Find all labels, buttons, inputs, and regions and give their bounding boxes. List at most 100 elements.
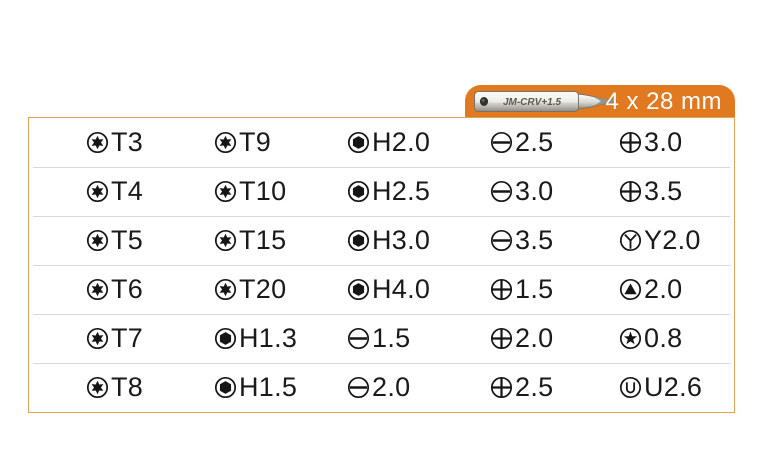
phillips-icon <box>619 180 642 203</box>
bit-size-text: 1.5 <box>515 274 554 304</box>
phillips-tip <box>578 93 618 110</box>
bit-spec-cell: H2.0 <box>311 118 452 167</box>
bit-spec-cell: H1.3 <box>170 314 311 363</box>
bit-spec-cell: H3.0 <box>311 216 452 265</box>
slotted-icon <box>490 131 513 154</box>
table-row: T7 H1.3 1.5 2.0 0.8 <box>29 314 734 363</box>
bit-spec-cell: 3.0 <box>593 118 734 167</box>
bit-size-text: H2.5 <box>372 176 431 206</box>
bit-spec-cell: 1.5 <box>311 314 452 363</box>
bit-size-text: H1.3 <box>239 323 298 353</box>
torx-icon <box>86 229 109 252</box>
bit-size-text: U2.6 <box>644 372 703 402</box>
phillips-icon <box>619 131 642 154</box>
bit-size-text: T20 <box>239 274 287 304</box>
bit-spec-cell: 2.0 <box>452 314 593 363</box>
hex-icon <box>214 376 237 399</box>
bit-spec-cell: H1.5 <box>170 363 311 412</box>
bit-size-text: H4.0 <box>372 274 431 304</box>
table-row: T6 T20 H4.0 1.5 2.0 <box>29 265 734 314</box>
slotted-icon <box>347 327 370 350</box>
bit-spec-cell: 0.8 <box>593 314 734 363</box>
hex-icon <box>347 229 370 252</box>
bit-size-text: 0.8 <box>644 323 683 353</box>
bit-engraving-text: JM-CRV+1.5 <box>503 97 562 108</box>
bit-size-text: 1.5 <box>372 323 411 353</box>
bit-spec-cell: 2.0 <box>593 265 734 314</box>
bit-size-text: T6 <box>111 274 144 304</box>
bit-spec-cell: T8 <box>29 363 170 412</box>
bit-size-text: H2.0 <box>372 127 431 157</box>
bit-size-text: 2.5 <box>515 127 554 157</box>
slotted-icon <box>347 376 370 399</box>
bit-size-text: 3.5 <box>515 225 554 255</box>
bit-size-text: 3.5 <box>644 176 683 206</box>
hex-icon <box>347 131 370 154</box>
bit-size-text: T8 <box>111 372 144 402</box>
phillips-icon <box>490 327 513 350</box>
bit-size-text: T9 <box>239 127 272 157</box>
bit-size-text: T4 <box>111 176 144 206</box>
triwing-y-icon <box>619 229 642 252</box>
bit-spec-cell: H2.5 <box>311 167 452 216</box>
bit-spec-cell: 3.5 <box>452 216 593 265</box>
torx-icon <box>86 278 109 301</box>
bit-size-text: 3.0 <box>644 127 683 157</box>
table-row: T4 T10 H2.5 3.0 3.5 <box>29 167 734 216</box>
bit-size-label: 4 x 28 mm <box>605 87 722 115</box>
torx-icon <box>214 180 237 203</box>
bit-size-text: T10 <box>239 176 287 206</box>
hex-icon <box>347 180 370 203</box>
table-row: T3 T9 H2.0 2.5 3.0 <box>29 118 734 167</box>
hex-icon <box>347 278 370 301</box>
torx-icon <box>86 180 109 203</box>
screwdriver-bit-image: JM-CRV+1.5 <box>474 91 618 112</box>
phillips-icon <box>490 376 513 399</box>
triangle-icon <box>619 278 642 301</box>
bit-size-text: 2.0 <box>372 372 411 402</box>
torx-icon <box>86 131 109 154</box>
u-type-icon <box>619 376 642 399</box>
bit-size-badge: JM-CRV+1.5 4 x 28 mm <box>465 85 735 118</box>
bit-spec-cell: 2.0 <box>311 363 452 412</box>
bit-size-text: H3.0 <box>372 225 431 255</box>
bit-spec-cell: T20 <box>170 265 311 314</box>
bit-size-text: 3.0 <box>515 176 554 206</box>
pentalobe-star-icon <box>619 327 642 350</box>
bit-spec-cell: T9 <box>170 118 311 167</box>
hex-icon <box>214 327 237 350</box>
bit-spec-cell: 2.5 <box>452 363 593 412</box>
bit-size-text: T5 <box>111 225 144 255</box>
bit-size-text: Y2.0 <box>644 225 701 255</box>
slotted-icon <box>490 180 513 203</box>
bit-spec-cell: T15 <box>170 216 311 265</box>
slotted-icon <box>490 229 513 252</box>
bit-size-text: 2.0 <box>644 274 683 304</box>
bit-spec-cell: 2.5 <box>452 118 593 167</box>
bit-spec-cell: T3 <box>29 118 170 167</box>
bit-spec-cell: T5 <box>29 216 170 265</box>
table-row: T8 H1.5 2.0 2.5 U2.6 <box>29 363 734 412</box>
bit-size-text: 2.0 <box>515 323 554 353</box>
bit-spec-table: T3 T9 H2.0 2.5 3.0 T4 <box>28 117 735 413</box>
torx-icon <box>86 327 109 350</box>
bit-size-text: T3 <box>111 127 144 157</box>
bit-spec-cell: T4 <box>29 167 170 216</box>
bit-spec-cell: Y2.0 <box>593 216 734 265</box>
table-row: T5 T15 H3.0 3.5 Y2.0 <box>29 216 734 265</box>
torx-icon <box>214 278 237 301</box>
bit-spec-cell: 3.0 <box>452 167 593 216</box>
bit-spec-cell: T10 <box>170 167 311 216</box>
phillips-icon <box>490 278 513 301</box>
bit-spec-cell: U2.6 <box>593 363 734 412</box>
bit-spec-cell: T6 <box>29 265 170 314</box>
bit-spec-cell: T7 <box>29 314 170 363</box>
torx-icon <box>214 229 237 252</box>
bit-spec-cell: H4.0 <box>311 265 452 314</box>
bit-spec-cell: 1.5 <box>452 265 593 314</box>
bit-size-text: H1.5 <box>239 372 298 402</box>
torx-icon <box>214 131 237 154</box>
bit-size-text: 2.5 <box>515 372 554 402</box>
bit-size-text: T7 <box>111 323 144 353</box>
